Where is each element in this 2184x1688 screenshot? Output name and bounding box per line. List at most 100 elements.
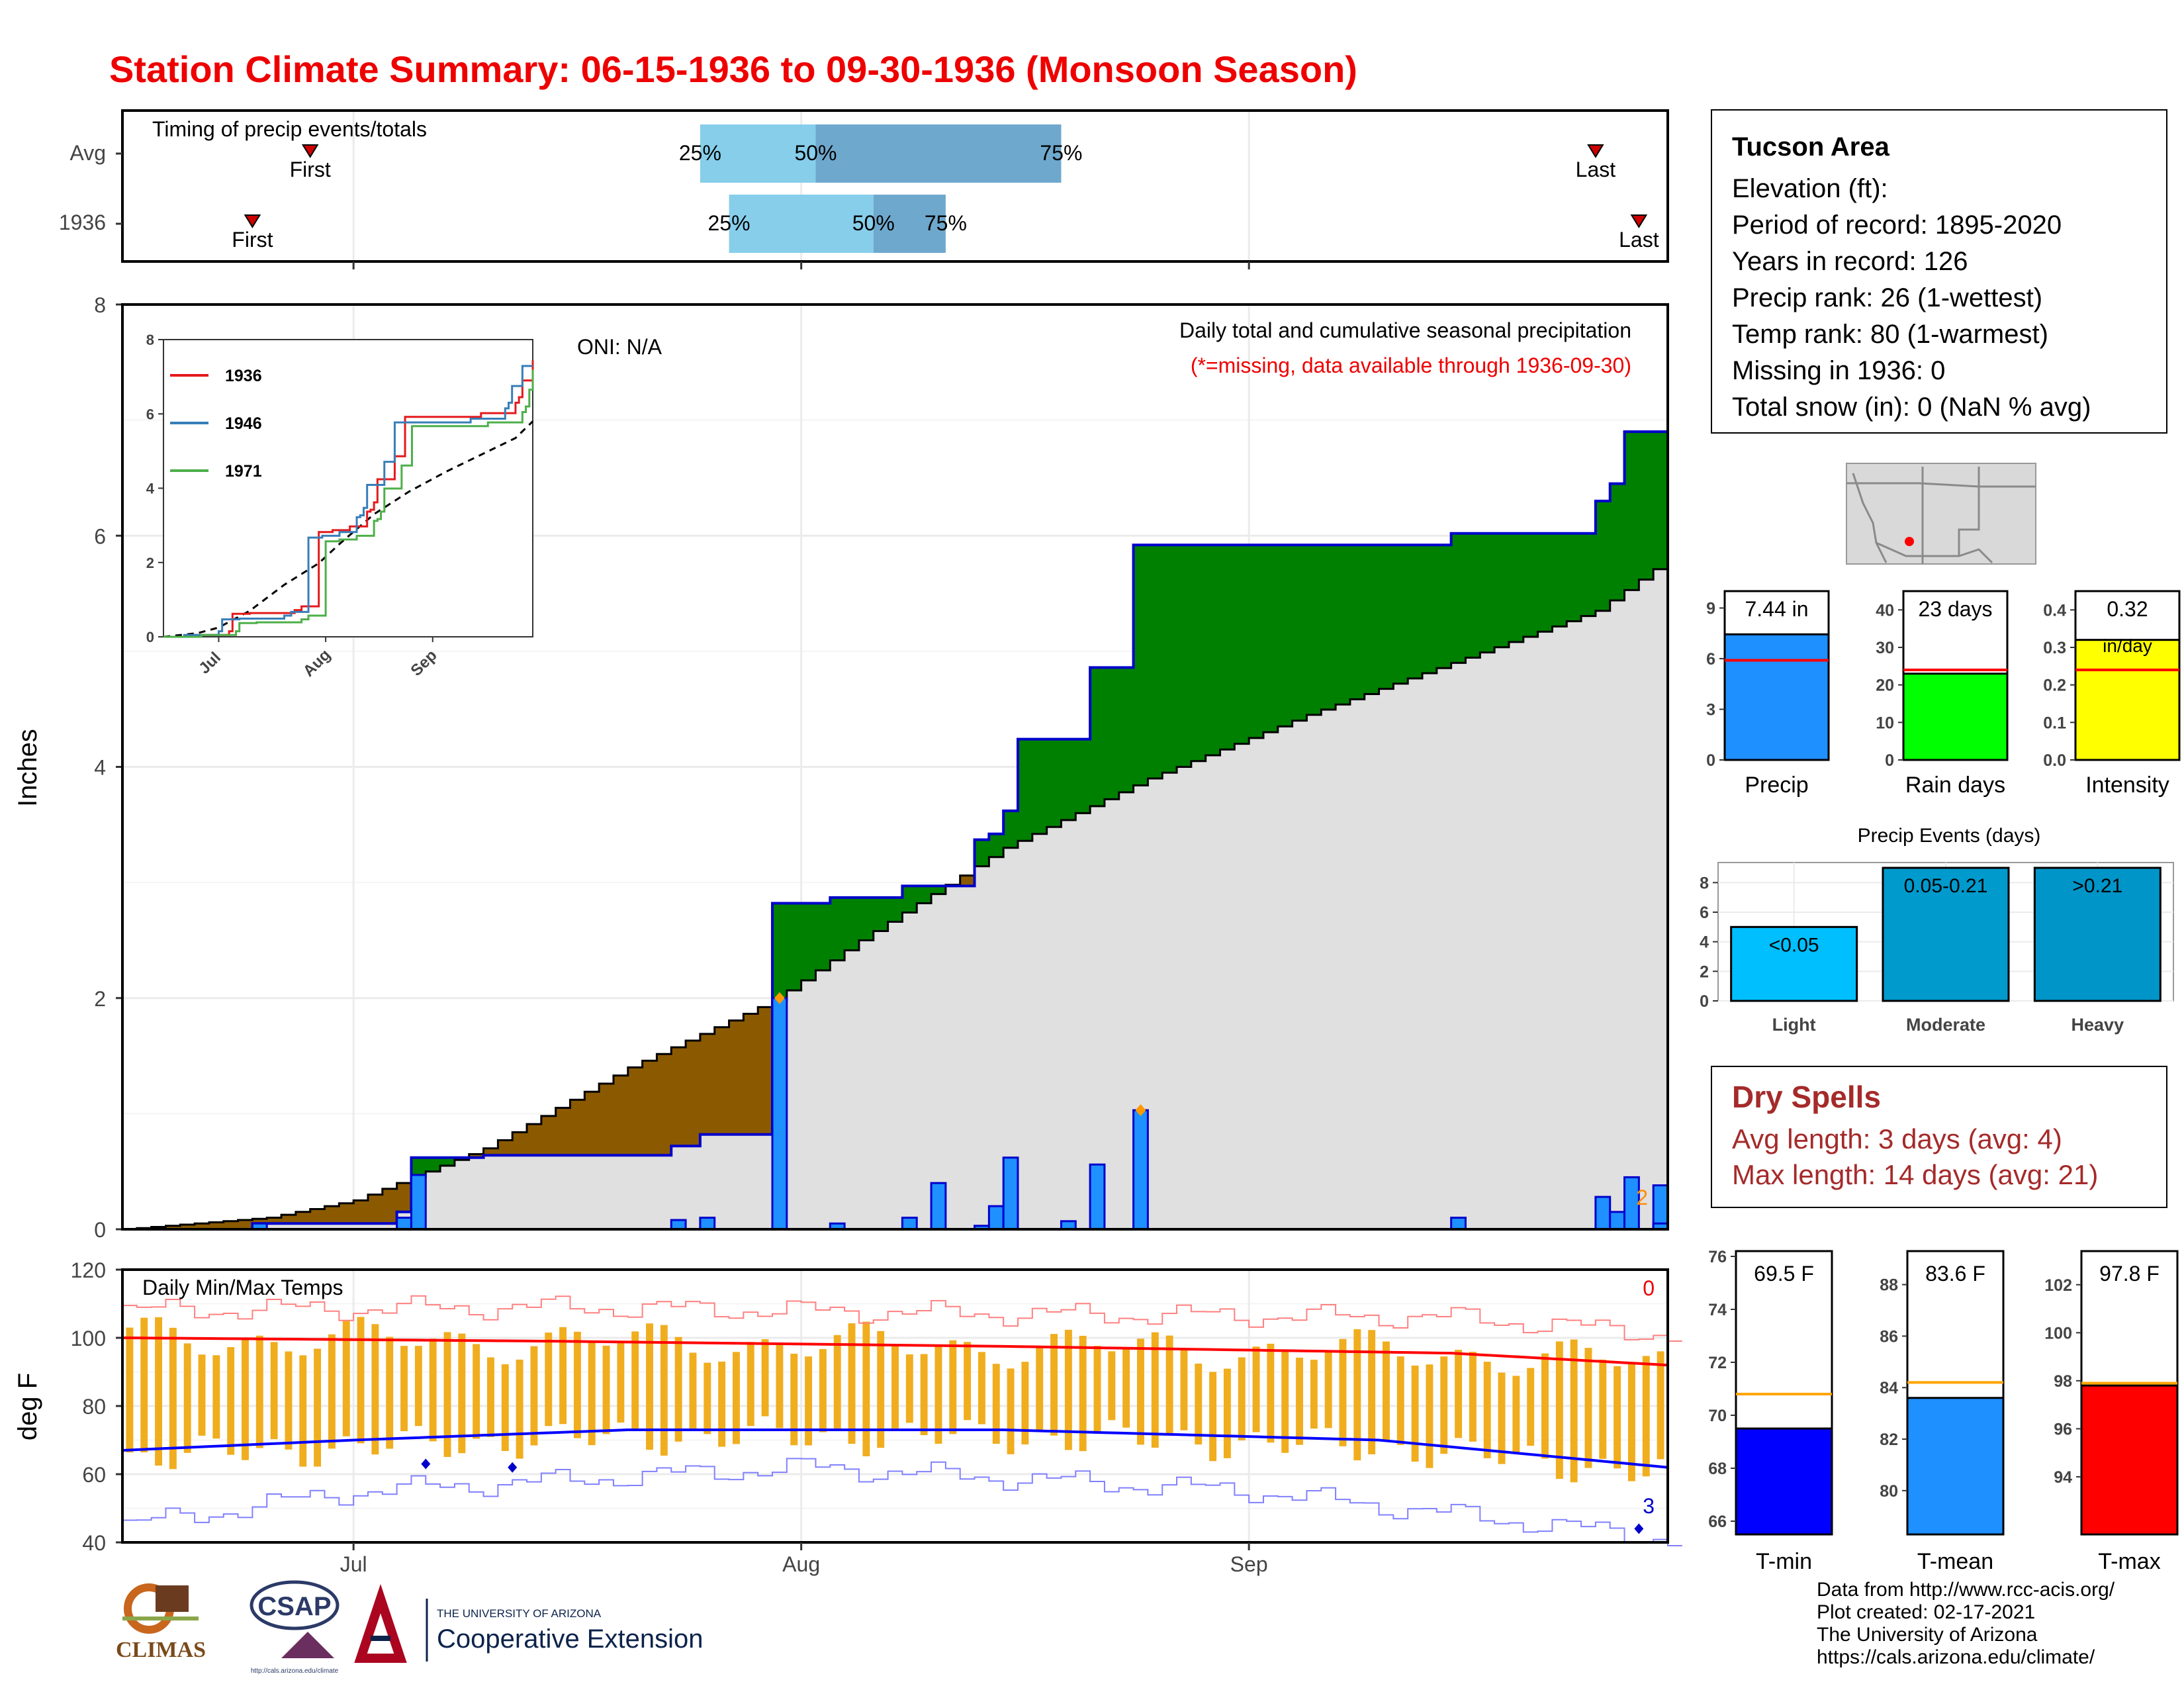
daily-temp-bar — [429, 1338, 437, 1442]
daily-temp-bar — [934, 1346, 942, 1444]
daily-temp-bar — [1614, 1366, 1621, 1469]
temp-summary-name-label: T-min — [1756, 1549, 1812, 1574]
temp-summary-y-tick-label: 68 — [1708, 1460, 1727, 1478]
daily-precip-bar — [410, 1174, 427, 1231]
record-min-line — [122, 1458, 1682, 1547]
temp-summary-value-label: 97.8 F — [2099, 1262, 2160, 1286]
average-max-line — [122, 1336, 1668, 1367]
daily-temp-bar — [1512, 1376, 1520, 1453]
ua-small-text: THE UNIVERSITY OF ARIZONA — [437, 1607, 602, 1620]
station-name: Tucson Area — [1732, 132, 1889, 162]
daily-temp-bar — [140, 1317, 148, 1452]
precip-y-tick-label: 2 — [94, 987, 106, 1011]
temp-max-count: 0 — [1643, 1276, 1655, 1300]
timing-label: Timing of precip events/totals — [152, 117, 427, 141]
daily-temp-bar — [501, 1364, 509, 1451]
daily-temp-bar — [949, 1340, 957, 1434]
temp-summary-y-tick-label: 70 — [1708, 1407, 1727, 1425]
location-map — [1846, 463, 2036, 565]
temp-frame — [121, 1268, 1669, 1544]
inset-series-line-1971 — [163, 369, 534, 638]
daily-temp-bar — [1527, 1368, 1535, 1446]
events-bar-label: >0.21 — [2072, 875, 2122, 897]
footer-line-created: Plot created: 02-17-2021 — [1817, 1601, 2036, 1623]
temp-summary-y-tick-label: 88 — [1880, 1276, 1898, 1295]
daily-temp-bar — [1079, 1335, 1087, 1452]
inset-average-line — [163, 420, 534, 638]
events-y-tick-label: 2 — [1700, 962, 1709, 981]
precip-y-tick-label: 8 — [94, 293, 106, 317]
daily-temp-bar — [747, 1342, 754, 1427]
events-bar-heavy — [2033, 867, 2161, 1002]
summary-bar-intensity — [2074, 639, 2181, 761]
daily-precip-bar — [930, 1182, 947, 1231]
daily-temp-bar — [1541, 1353, 1549, 1459]
csap-url: http://cals.arizona.edu/climate — [251, 1667, 339, 1675]
daily-temp-bar — [1281, 1349, 1289, 1453]
daily-temp-bar — [674, 1336, 682, 1442]
map-border-nm-tx — [1958, 467, 1980, 556]
missing-count: 2 — [1636, 1186, 1648, 1209]
daily-temp-bar — [545, 1333, 553, 1427]
summary-y-tick-label: 0.3 — [2043, 639, 2066, 657]
timing-pct-label: 25% — [679, 141, 721, 165]
info-precip-rank: Precip rank: 26 (1-wettest) — [1732, 283, 2043, 312]
inset-legend-label: 1971 — [225, 462, 262, 481]
events-y-tick-label: 0 — [1700, 992, 1709, 1011]
temp-content — [122, 1295, 1682, 1547]
daily-temp-bar — [1498, 1372, 1506, 1464]
map-frame — [1846, 463, 2036, 565]
timing-marks: 25% 50% 75% First Last 25% 50% 75% First Last — [116, 112, 1659, 260]
daily-temp-bar — [1599, 1359, 1607, 1459]
daily-temp-bar — [891, 1344, 899, 1429]
daily-temp-bar — [1093, 1346, 1101, 1434]
csap-logo: CSAP http://cals.arizona.edu/climate — [250, 1580, 340, 1675]
daily-temp-bar — [155, 1317, 163, 1466]
temp-y-tick-label: 100 — [71, 1327, 106, 1350]
temp-ylabel: deg F — [13, 1373, 42, 1440]
summary-y-tick-label: 30 — [1876, 639, 1894, 657]
daily-temp-bar — [183, 1343, 191, 1453]
daily-temp-bar — [285, 1351, 293, 1450]
timing-first-label: First — [232, 228, 273, 252]
inset-legend-label: 1946 — [225, 414, 262, 433]
timing-first-marker — [301, 144, 319, 158]
daily-temp-bar — [920, 1354, 928, 1435]
daily-precip-bar — [396, 1217, 412, 1231]
daily-temp-bar — [400, 1346, 408, 1432]
summary-bars: 7.44 in 0 3 6 9 Precip 23 days 0 10 20 30 40 Rain da… — [1706, 590, 2181, 798]
daily-temp-bar — [1223, 1368, 1231, 1458]
daily-temp-bar — [386, 1336, 394, 1449]
temp-summary-value-label: 69.5 F — [1754, 1262, 1814, 1286]
record-precip-marker — [1135, 1104, 1146, 1117]
daily-temp-bar — [443, 1332, 451, 1457]
daily-temp-bar — [964, 1342, 972, 1421]
info-period: Period of record: 1895-2020 — [1732, 211, 2062, 240]
daily-precip-bar — [771, 997, 788, 1231]
inset-y-tick-label: 6 — [146, 406, 154, 422]
daily-temp-bar — [559, 1327, 567, 1425]
precip-y-tick-label: 4 — [94, 756, 106, 780]
daily-temp-bar — [1165, 1335, 1173, 1436]
daily-temp-bar — [776, 1345, 784, 1429]
daily-temp-bar — [790, 1354, 798, 1446]
daily-precip-bar — [1089, 1163, 1106, 1231]
temp-summary-y-tick-label: 96 — [2054, 1420, 2072, 1438]
daily-temp-bar — [1137, 1338, 1144, 1445]
x-tick-label-sep: Sep — [1230, 1552, 1268, 1576]
daily-temp-bar — [602, 1345, 610, 1434]
temp-summary-y-tick-label: 102 — [2044, 1276, 2072, 1295]
summary-y-tick-label: 40 — [1876, 601, 1894, 620]
info-elevation: Elevation (ft): — [1732, 174, 1888, 203]
daily-temp-bar — [126, 1327, 134, 1453]
daily-temp-bar — [588, 1340, 596, 1446]
dry-spells-title: Dry Spells — [1732, 1080, 1881, 1114]
summary-y-tick-label: 0 — [1885, 751, 1894, 770]
daily-temp-bar — [660, 1325, 668, 1456]
daily-temp-bar — [530, 1346, 538, 1446]
daily-temp-bar — [458, 1333, 466, 1454]
daily-temp-bar — [1642, 1356, 1650, 1477]
daily-temp-bar — [1483, 1362, 1491, 1458]
daily-temp-bar — [169, 1327, 177, 1470]
daily-temp-bar — [414, 1346, 422, 1427]
